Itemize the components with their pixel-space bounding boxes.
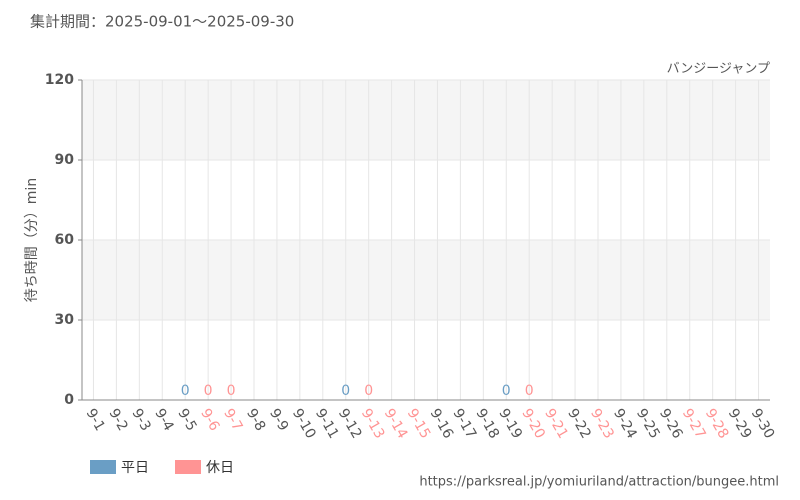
x-tick-label: 9-27: [679, 406, 709, 442]
legend-swatch: [90, 460, 116, 474]
x-tick-label: 9-21: [541, 406, 571, 442]
x-tick-label: 9-30: [748, 406, 778, 442]
x-tick-label: 9-9: [266, 406, 291, 434]
value-label: 0: [341, 383, 350, 399]
y-tick-label: 90: [55, 152, 75, 168]
chart-subtitle: バンジージャンプ: [667, 62, 770, 77]
x-tick-label: 9-28: [702, 406, 732, 442]
x-tick-label: 9-16: [427, 406, 457, 442]
x-tick-label: 9-4: [151, 406, 176, 434]
x-tick-label: 9-13: [358, 406, 388, 442]
value-label: 0: [227, 383, 236, 399]
x-tick-label: 9-15: [404, 406, 434, 442]
y-tick-label: 120: [45, 72, 74, 88]
legend-swatch: [175, 460, 201, 474]
value-label: 0: [525, 383, 534, 399]
legend-label: 平日: [121, 460, 149, 476]
x-tick-label: 9-8: [243, 406, 268, 434]
value-label: 0: [204, 383, 213, 399]
x-tick-label: 9-5: [174, 406, 199, 434]
chart-title: 集計期間：2025-09-01～2025-09-30: [30, 13, 294, 31]
x-tick-label: 9-25: [633, 406, 663, 442]
value-label: 0: [181, 383, 190, 399]
x-tick-label: 9-19: [495, 406, 525, 442]
x-tick-label: 9-6: [197, 406, 222, 434]
x-tick-label: 9-14: [381, 406, 411, 442]
x-tick-label: 9-22: [564, 406, 594, 442]
x-tick-label: 9-3: [128, 406, 153, 434]
x-tick-label: 9-26: [656, 406, 686, 442]
x-tick-label: 9-7: [220, 406, 245, 434]
y-tick-label: 60: [55, 232, 75, 248]
plot-band: [82, 240, 770, 320]
x-tick-label: 9-2: [105, 406, 130, 434]
x-tick-label: 9-12: [335, 406, 365, 442]
x-tick-label: 9-20: [518, 406, 548, 442]
value-label: 0: [364, 383, 373, 399]
plot-band: [82, 80, 770, 160]
x-tick-label: 9-17: [449, 406, 479, 442]
x-tick-label: 9-11: [312, 406, 342, 442]
legend-label: 休日: [206, 460, 234, 476]
x-tick-label: 9-23: [587, 406, 617, 442]
x-tick-label: 9-18: [472, 406, 502, 442]
x-tick-label: 9-29: [725, 406, 755, 442]
value-label: 0: [502, 383, 511, 399]
x-tick-label: 9-1: [83, 406, 108, 434]
y-tick-label: 30: [55, 312, 75, 328]
x-tick-label: 9-10: [289, 406, 319, 442]
y-tick-label: 0: [64, 392, 74, 408]
source-url: https://parksreal.jp/yomiuriland/attract…: [419, 475, 779, 490]
y-axis-label: 待ち時間（分）min: [24, 178, 40, 302]
x-tick-label: 9-24: [610, 406, 640, 442]
